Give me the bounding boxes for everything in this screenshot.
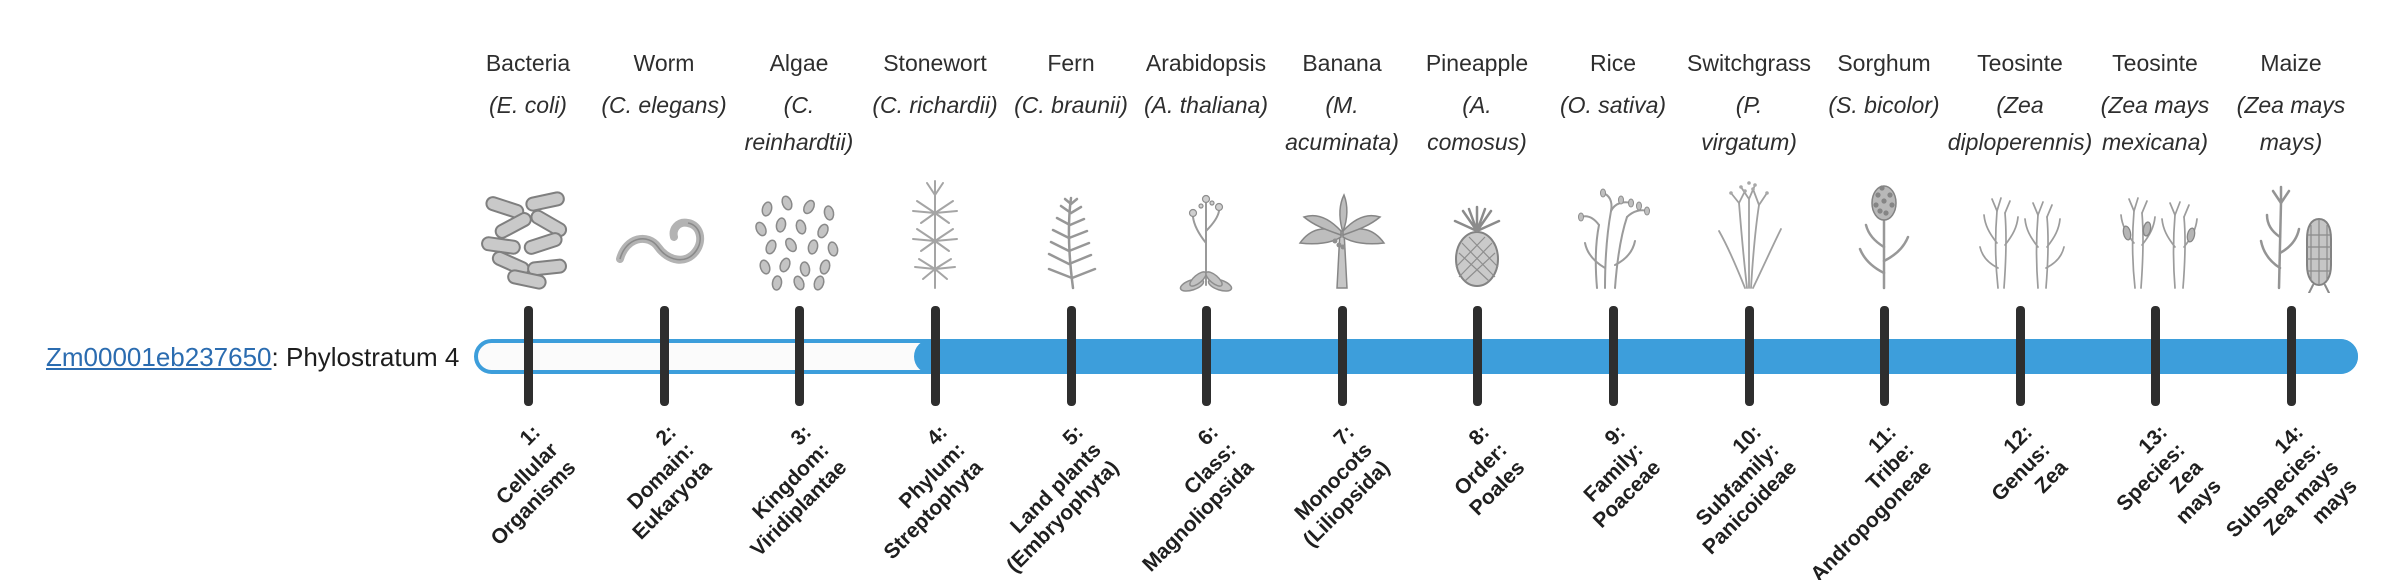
- maize-illustration: [2181, 171, 2400, 293]
- organism-scientific-name: (S. bicolor): [1828, 92, 1940, 118]
- gene-label: Zm00001eb237650: Phylostratum 4: [46, 340, 459, 374]
- rice-illustration: [1503, 171, 1723, 293]
- organism-name: Banana: [1302, 50, 1382, 76]
- column-teosinte-mexicana: Teosinte (Zea mays mexicana): [2045, 50, 2265, 293]
- gene-phylostratum-text: : Phylostratum 4: [271, 342, 460, 372]
- organism-scientific-name: (C. richardii): [872, 92, 998, 118]
- organism-name: Stonewort: [883, 50, 987, 76]
- phylostratum-tick-9: [1609, 306, 1618, 406]
- gene-link[interactable]: Zm00001eb237650: [46, 342, 272, 372]
- organism-name: Teosinte: [2112, 50, 2198, 76]
- organism-name: Teosinte: [1977, 50, 2063, 76]
- teosinte-mexicana-illustration: [2045, 171, 2265, 293]
- organism-name: Maize: [2260, 50, 2322, 76]
- organism-scientific-name: (Zea mays mays): [2236, 92, 2346, 156]
- stonewort-illustration: [825, 171, 1045, 293]
- column-sorghum: Sorghum (S. bicolor): [1774, 50, 1994, 293]
- phylostratum-tick-14: [2287, 306, 2296, 406]
- organism-scientific-name: (O. sativa): [1559, 92, 1667, 118]
- teosinte-diploperennis-illustration: [1910, 171, 2130, 293]
- sorghum-illustration: [1774, 171, 1994, 293]
- organism-scientific-name: (C. braunii): [1014, 92, 1128, 118]
- organism-name: Arabidopsis: [1145, 50, 1267, 76]
- phylostratum-bar-fill: [914, 339, 2358, 374]
- organism-scientific-name: (M. acuminata): [1285, 92, 1399, 156]
- column-maize: Maize (Zea mays mays): [2181, 50, 2400, 293]
- phylostratum-tick-3: [795, 306, 804, 406]
- organism-scientific-name: (C. reinhardtii): [744, 92, 854, 156]
- phylostratum-tick-7: [1338, 306, 1347, 406]
- column-stonewort: Stonewort (C. richardii): [825, 50, 1045, 293]
- organism-name: Rice: [1589, 50, 1636, 76]
- arabidopsis-illustration: [1096, 171, 1316, 293]
- organism-name: Algae: [769, 50, 829, 76]
- organism-scientific-name: (Zea mays mexicana): [2100, 92, 2210, 156]
- phylostratum-tick-10: [1745, 306, 1754, 406]
- organism-name: Bacteria: [485, 50, 571, 76]
- banana-illustration: [1232, 171, 1452, 293]
- column-arabidopsis: Arabidopsis (A. thaliana): [1096, 50, 1316, 293]
- column-bacteria: Bacteria (E. coli): [418, 50, 638, 293]
- phylostratum-tick-2: [660, 306, 669, 406]
- organism-name: Sorghum: [1837, 50, 1931, 76]
- phylostratum-tick-4: [931, 306, 940, 406]
- organism-scientific-name: (C. elegans): [601, 92, 727, 118]
- column-pineapple: Pineapple (A. comosus): [1367, 50, 1587, 293]
- worm-illustration: [554, 171, 774, 293]
- column-banana: Banana (M. acuminata): [1232, 50, 1452, 293]
- phylostratum-tick-11: [1880, 306, 1889, 406]
- organism-scientific-name: (A. thaliana): [1143, 92, 1268, 118]
- phylostratum-tick-6: [1202, 306, 1211, 406]
- column-rice: Rice (O. sativa): [1503, 50, 1723, 293]
- column-worm: Worm (C. elegans): [554, 50, 774, 293]
- organism-scientific-name: (E. coli): [489, 92, 567, 118]
- bacteria-illustration: [418, 171, 638, 293]
- fern-illustration: [961, 171, 1181, 293]
- organism-name: Pineapple: [1425, 50, 1529, 76]
- switchgrass-illustration: [1639, 171, 1859, 293]
- phylostratum-tick-8: [1473, 306, 1482, 406]
- phylostratum-tick-1: [524, 306, 533, 406]
- organism-scientific-name: (Zea diploperennis): [1947, 92, 2093, 156]
- organism-scientific-name: (P. virgatum): [1701, 92, 1797, 156]
- column-fern: Fern (C. braunii): [961, 50, 1181, 293]
- column-teosinte-diploperennis: Teosinte (Zea diploperennis): [1910, 50, 2130, 293]
- organism-name: Switchgrass: [1687, 50, 1811, 76]
- algae-illustration: [689, 171, 909, 293]
- organism-scientific-name: (A. comosus): [1427, 92, 1527, 156]
- phylostratum-tick-13: [2151, 306, 2160, 406]
- pineapple-illustration: [1367, 171, 1587, 293]
- phylostratum-tick-12: [2016, 306, 2025, 406]
- column-switchgrass: Switchgrass (P. virgatum): [1639, 50, 1859, 293]
- organism-name: Fern: [1047, 50, 1095, 76]
- phylostratum-tick-5: [1067, 306, 1076, 406]
- organism-name: Worm: [633, 50, 695, 76]
- column-algae: Algae (C. reinhardtii): [689, 50, 909, 293]
